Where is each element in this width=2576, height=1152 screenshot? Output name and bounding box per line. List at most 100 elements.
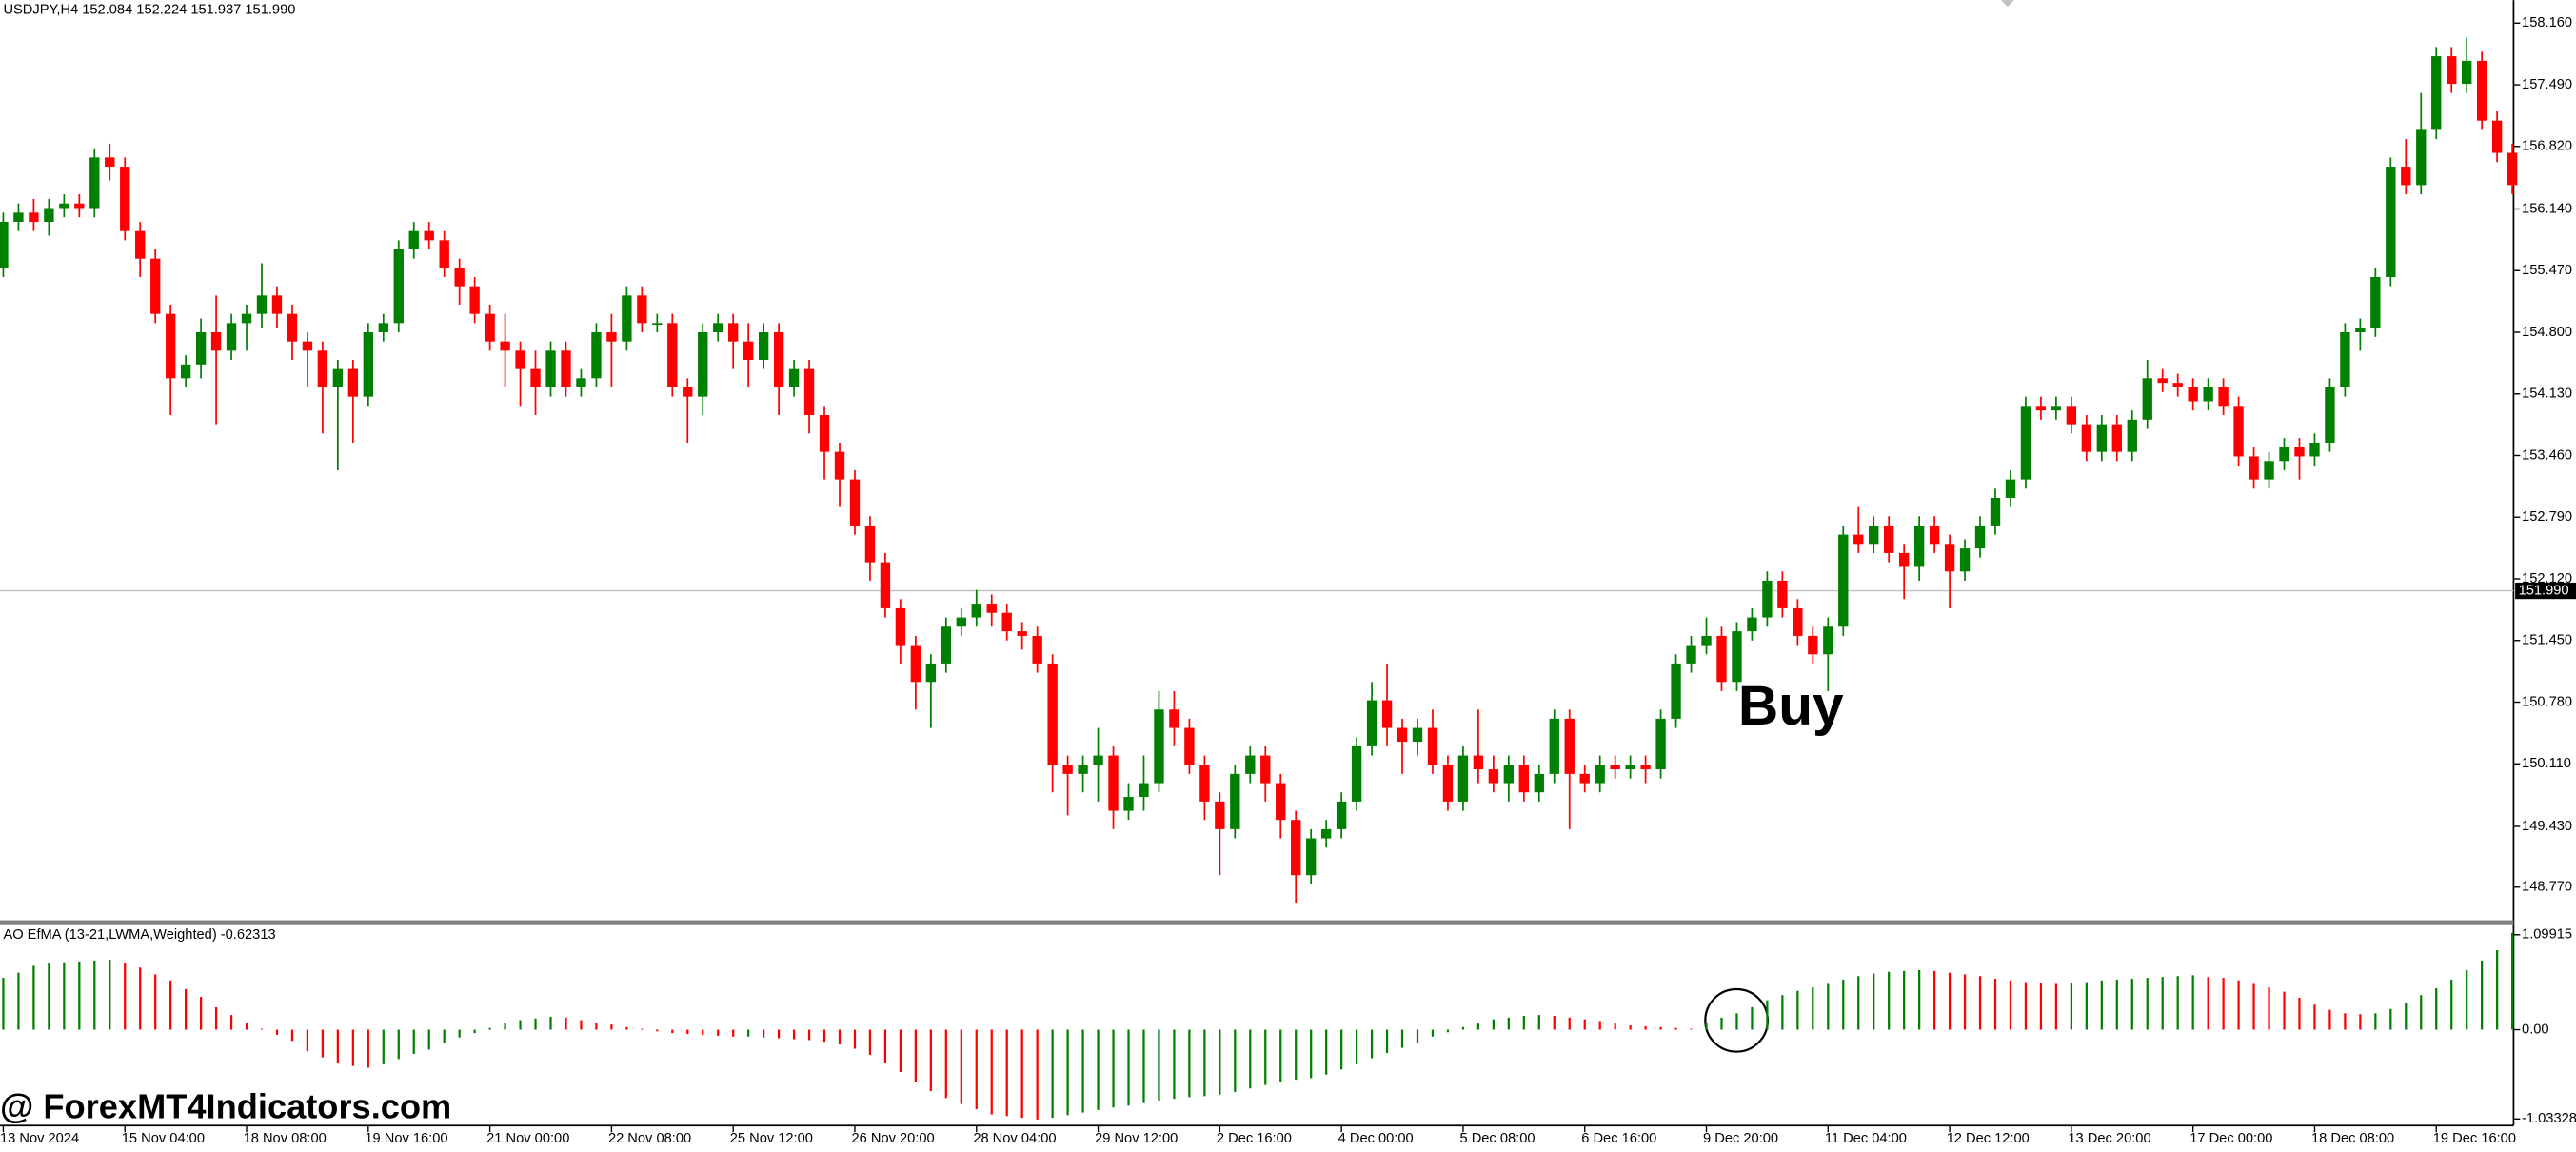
candle-body — [1397, 727, 1408, 743]
y-tick-label: 150.110 — [2522, 756, 2571, 771]
y-tick-label: 155.470 — [2522, 263, 2572, 278]
candle-body — [1154, 709, 1164, 784]
candle-body — [1747, 617, 1757, 632]
candle-body — [2340, 331, 2350, 387]
candle-body — [683, 387, 693, 397]
candle-body — [1793, 607, 1803, 636]
x-tick-label: 19 Dec 16:00 — [2433, 1131, 2516, 1146]
candle-body — [1093, 755, 1103, 765]
candle-body — [1974, 525, 1986, 549]
candle-body — [165, 313, 176, 379]
indicator-title: AO EfMA (13-21,LWMA,Weighted) -0.62313 — [3, 927, 275, 943]
candle-body — [1230, 773, 1240, 829]
candle-body — [1442, 765, 1454, 802]
candle-body — [1564, 718, 1575, 774]
candle-body — [287, 313, 298, 342]
x-tick-label: 18 Nov 08:00 — [244, 1131, 327, 1146]
y-tick-label: 154.800 — [2522, 325, 2572, 340]
candle-body — [256, 295, 268, 314]
annotation: Buy — [1738, 675, 1844, 737]
candle-body — [1351, 745, 1362, 802]
candle-body — [576, 378, 586, 387]
y-tick-label: 156.820 — [2522, 139, 2572, 154]
chart-title: USDJPY,H4 152.084 152.224 151.937 151.99… — [3, 2, 295, 17]
x-tick-label: 13 Dec 20:00 — [2068, 1131, 2150, 1146]
candle-body — [1549, 718, 1559, 774]
candle-body — [302, 341, 313, 351]
candle-body — [2294, 447, 2305, 457]
candle-body — [1427, 727, 1438, 765]
candle-body — [2127, 419, 2137, 452]
candle-body — [120, 167, 130, 231]
x-tick-label: 9 Dec 20:00 — [1703, 1131, 1778, 1146]
candle-body — [226, 323, 237, 351]
candle-body — [1001, 612, 1012, 632]
shift-marker — [2000, 0, 2014, 8]
candle-body — [1869, 525, 1879, 545]
candle-body — [393, 249, 404, 324]
x-tick-label: 22 Nov 08:00 — [608, 1131, 691, 1146]
candle-body — [1671, 663, 1681, 719]
candle-body — [1929, 525, 1940, 545]
candle-body — [849, 479, 861, 526]
candle-body — [59, 203, 69, 209]
candle-body — [332, 368, 344, 387]
candle-body — [1412, 727, 1423, 743]
candle-body — [986, 604, 997, 613]
candle-body — [454, 268, 465, 287]
candle-body — [698, 331, 708, 397]
candle-body — [2462, 60, 2472, 85]
candle-body — [1215, 801, 1225, 829]
candle-body — [1838, 534, 1849, 627]
y-tick-label: 151.450 — [2522, 633, 2572, 648]
candle-body — [2507, 152, 2518, 186]
candle-body — [210, 331, 222, 351]
candle-body — [241, 313, 252, 324]
candle-body — [834, 451, 845, 480]
candle-body — [1047, 663, 1058, 765]
candle-body — [667, 323, 678, 387]
candle-body — [758, 331, 769, 360]
candle-body — [1503, 765, 1515, 784]
candle-body — [637, 295, 647, 324]
candle-body — [1473, 755, 1484, 770]
candle-body — [1032, 635, 1042, 664]
candle-body — [1276, 783, 1286, 821]
candle-body — [2005, 479, 2016, 498]
candle-body — [2188, 387, 2198, 402]
candle-body — [2370, 277, 2381, 328]
y-tick-label: 149.430 — [2522, 819, 2572, 834]
candle-body — [2203, 387, 2213, 402]
candle-body — [2111, 424, 2122, 452]
candle-body — [1762, 580, 1773, 618]
x-tick-label: 5 Dec 08:00 — [1459, 1131, 1535, 1146]
candle-body — [561, 350, 571, 387]
y-tick-label: 152.120 — [2522, 571, 2572, 586]
candle-body — [819, 414, 830, 452]
candle-body — [150, 258, 161, 314]
candle-body — [2279, 447, 2289, 462]
candle-body — [1610, 765, 1620, 770]
candle-body — [1808, 635, 1818, 655]
candle-body — [2096, 424, 2107, 452]
candle-body — [1199, 765, 1210, 802]
y-tick-label: 153.460 — [2522, 447, 2572, 463]
candle-body — [864, 525, 876, 563]
x-tick-label: 17 Dec 00:00 — [2190, 1131, 2272, 1146]
candle-body — [713, 323, 723, 332]
panel-separator — [0, 920, 2514, 925]
candle-body — [180, 364, 191, 379]
candle-body — [271, 295, 283, 314]
x-tick-label: 2 Dec 16:00 — [1217, 1131, 1292, 1146]
candle-body — [910, 645, 921, 683]
candle-body — [591, 331, 602, 379]
candle-body — [1336, 801, 1347, 829]
candle-body — [1488, 769, 1499, 784]
candle-body — [1595, 765, 1605, 784]
y-tick-label: 156.140 — [2522, 201, 2572, 216]
current-price-box — [2515, 582, 2576, 600]
candle-body — [2431, 56, 2442, 130]
candle-body — [2476, 60, 2487, 121]
